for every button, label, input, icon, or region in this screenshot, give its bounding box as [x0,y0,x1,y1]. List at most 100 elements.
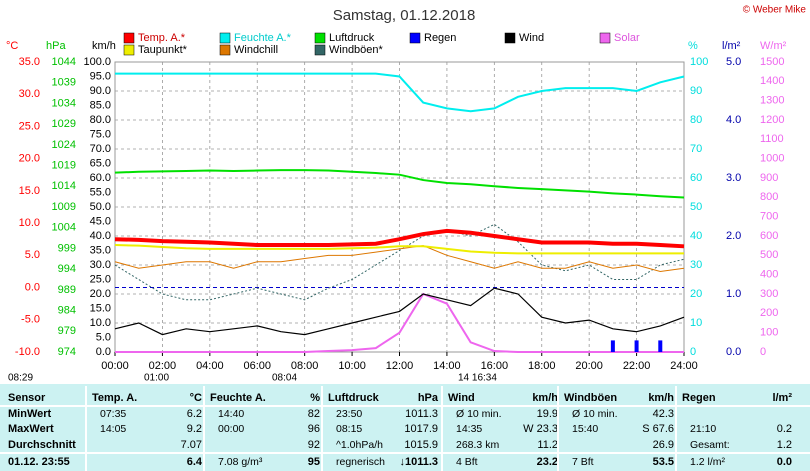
axis-unit: hPa [46,40,66,52]
y-tick-label: 20 [690,288,702,300]
table-cell: Ø 10 min. [456,408,502,420]
x-tick-label: 06:00 [243,360,271,372]
series-line [114,287,685,336]
x-tick-label: 14:00 [433,360,461,372]
y-tick-label: 1000 [760,153,784,165]
table-cell: MinWert [8,408,52,420]
y-tick-label: 1024 [52,139,76,151]
table-cell: 92 [308,439,320,451]
table-cell: 26.9 [653,439,674,451]
legend-label: Temp. A.* [138,32,186,44]
x-tick-label: 24:00 [670,360,698,372]
y-tick-label: 5.0 [96,331,111,343]
rain-bar [634,340,639,352]
table-cell: 23:50 [336,408,362,420]
table-header: Regen [682,392,716,404]
table-cell: 42.3 [653,408,674,420]
y-tick-label: 1039 [52,77,76,89]
legend-swatch [409,32,421,44]
table-cell: 14:05 [100,423,126,435]
table-cell: regnerisch [336,456,385,468]
table-cell: ^1.0hPa/h [336,439,383,451]
y-tick-label: 35.0 [19,56,40,68]
y-tick-label: 95.0 [90,70,111,82]
series-line [114,228,685,249]
axis-unit: W/m² [760,40,787,52]
table-cell: MaxWert [8,423,54,435]
table-cell: 1.2 l/m² [690,456,726,468]
table-header: Feuchte A. [210,392,266,404]
y-tick-label: 700 [760,211,778,223]
y-tick-label: 30 [690,259,702,271]
table-header: Windböen [564,392,617,404]
table-cell: 6.4 [187,456,203,468]
y-tick-label: 1044 [52,56,76,68]
table-cell: 9.2 [187,423,202,435]
x-tick-label: 18:00 [528,360,556,372]
y-tick-label: 75.0 [90,128,111,140]
legend-label: Solar [614,32,640,44]
table-cell: 53.5 [653,456,674,468]
table-header: °C [190,392,202,404]
table-cell: 01.12. 23:55 [8,456,70,468]
table-cell: Durchschnitt [8,439,76,451]
legend-swatch [314,44,326,56]
y-tick-label: 1019 [52,159,76,171]
y-tick-label: 85.0 [90,99,111,111]
table-cell: 1.2 [777,439,792,451]
y-tick-label: 90.0 [90,85,111,97]
y-tick-label: 55.0 [90,186,111,198]
x-tick-label: 22:00 [623,360,651,372]
y-tick-label: 0 [760,346,766,358]
x-tick-label: 08:00 [291,360,319,372]
legend-label: Wind [519,32,544,44]
table-cell: 1015.9 [404,439,438,451]
x-tick-label: 10:00 [338,360,366,372]
y-tick-label: 0.0 [726,346,741,358]
table-cell: 7.07 [181,439,202,451]
sun-mark: 01:00 [144,373,169,384]
table-header: Luftdruck [328,392,380,404]
y-tick-label: -5.0 [21,314,40,326]
legend-label: Luftdruck [329,32,375,44]
table-cell: 14:35 [456,423,482,435]
axis-unit: l/m² [722,40,741,52]
y-tick-label: 45.0 [90,215,111,227]
table-header: Temp. A. [92,392,137,404]
series-line [114,169,685,199]
sun-mark: 08:29 [8,373,33,384]
sun-mark: 14 16:34 [458,373,497,384]
legend-swatch [314,32,326,44]
y-tick-label: 10.0 [90,317,111,329]
legend-swatch [219,44,231,56]
table-cell: 7.08 g/m³ [218,456,263,468]
axis-unit: °C [6,40,18,52]
y-tick-label: 40.0 [90,230,111,242]
table-cell: 95 [308,456,320,468]
legend-swatch [504,32,516,44]
x-tick-label: 00:00 [101,360,129,372]
y-tick-label: 0.0 [25,281,40,293]
table-header: % [310,392,320,404]
y-tick-label: 70.0 [90,143,111,155]
y-tick-label: 1009 [52,201,76,213]
legend-label: Regen [424,32,456,44]
y-tick-label: 70 [690,143,702,155]
y-tick-label: 1.0 [726,288,741,300]
y-tick-label: 1400 [760,75,784,87]
y-tick-label: 974 [58,346,76,358]
rain-bar [610,340,615,352]
y-tick-label: 35.0 [90,244,111,256]
table-header: l/m² [772,392,792,404]
y-tick-label: 994 [58,263,76,275]
y-tick-label: 20.0 [19,153,40,165]
y-tick-label: 5.0 [726,56,741,68]
y-tick-label: 1100 [760,133,784,145]
y-tick-label: 900 [760,172,778,184]
y-tick-label: 15.0 [90,302,111,314]
y-tick-label: 80.0 [90,114,111,126]
axis-unit: km/h [92,40,116,52]
y-tick-label: 15.0 [19,185,40,197]
series-line [114,223,685,301]
table-cell: 19.9 [537,408,558,420]
